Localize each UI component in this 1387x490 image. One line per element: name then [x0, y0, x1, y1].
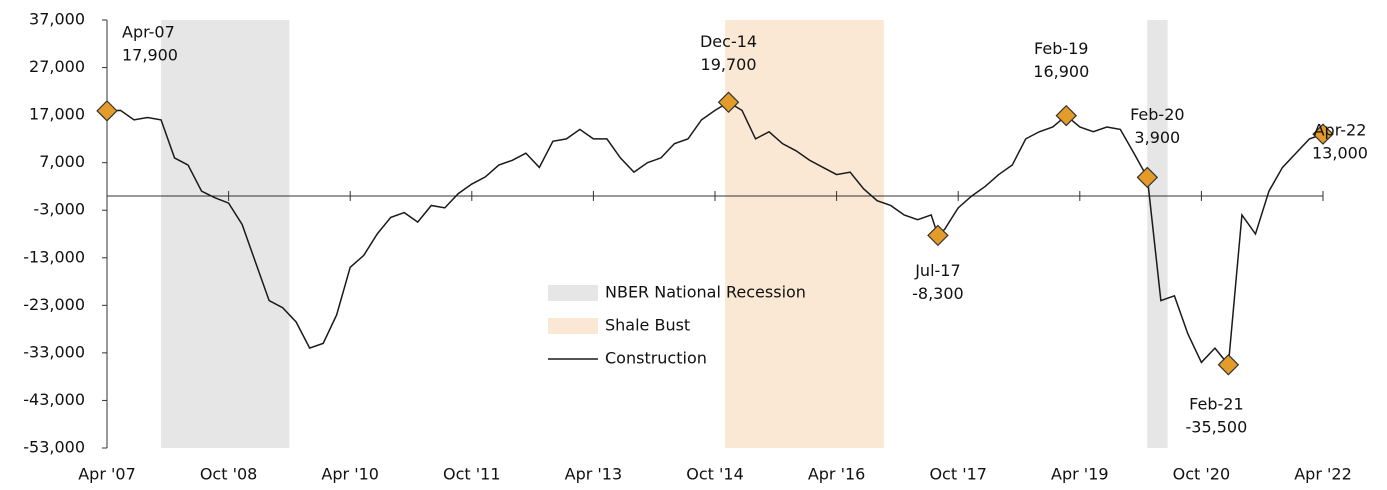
annotation-value: 19,700 [701, 55, 757, 74]
x-tick-label: Oct '08 [200, 465, 258, 484]
x-tick-label: Oct '17 [929, 465, 987, 484]
x-tick-label: Apr '16 [808, 465, 866, 484]
annotation-label: Jul-17 [914, 261, 960, 280]
x-tick-label: Apr '13 [565, 465, 623, 484]
x-tick-label: Apr '07 [78, 465, 136, 484]
y-tick-label: -33,000 [23, 342, 85, 361]
y-tick-label: -43,000 [23, 390, 85, 409]
y-tick-label: -3,000 [33, 200, 85, 219]
annotation-label: Feb-19 [1034, 39, 1088, 58]
x-tick-label: Apr '10 [321, 465, 379, 484]
legend-label: Construction [605, 349, 707, 368]
annotation-marker [1217, 354, 1240, 376]
shaded-region [1147, 20, 1168, 448]
annotation-label: Apr-22 [1314, 121, 1367, 140]
x-tick-label: Apr '19 [1051, 465, 1109, 484]
annotation-marker [96, 100, 118, 122]
x-tick-label: Oct '14 [686, 465, 744, 484]
y-tick-label: -23,000 [23, 295, 85, 314]
legend-label: NBER National Recession [605, 283, 806, 302]
annotation-label: Feb-20 [1130, 105, 1184, 124]
annotation-value: -35,500 [1186, 417, 1248, 436]
annotation-marker [1136, 166, 1159, 189]
legend-swatch [548, 285, 598, 301]
y-tick-label: 37,000 [29, 10, 85, 29]
shaded-region [161, 20, 290, 448]
shaded-region [725, 20, 884, 448]
y-tick-label: 7,000 [39, 152, 85, 171]
y-tick-label: 17,000 [29, 105, 85, 124]
annotation-marker [717, 91, 740, 114]
y-tick-label: 27,000 [29, 57, 85, 76]
annotation-value: 16,900 [1033, 62, 1089, 81]
annotation-value: 3,900 [1134, 128, 1180, 147]
annotation-marker [1055, 104, 1078, 127]
annotation-label: Dec-14 [700, 32, 757, 51]
x-tick-label: Oct '20 [1173, 465, 1231, 484]
annotation-marker [927, 224, 949, 247]
annotation-marker [1312, 123, 1334, 145]
legend-swatch [548, 318, 598, 334]
x-tick-label: Oct '11 [443, 465, 501, 484]
legend-label: Shale Bust [605, 316, 690, 335]
x-tick-label: Apr '22 [1294, 465, 1352, 484]
series-line [106, 101, 1324, 367]
y-tick-label: -13,000 [23, 247, 85, 266]
annotation-label: Feb-21 [1189, 394, 1243, 413]
y-tick-label: -53,000 [23, 438, 85, 457]
annotation-value: -8,300 [912, 284, 964, 303]
annotation-value: 13,000 [1312, 144, 1368, 163]
annotation-label: Apr-07 [122, 22, 175, 41]
annotation-value: 17,900 [122, 45, 178, 64]
